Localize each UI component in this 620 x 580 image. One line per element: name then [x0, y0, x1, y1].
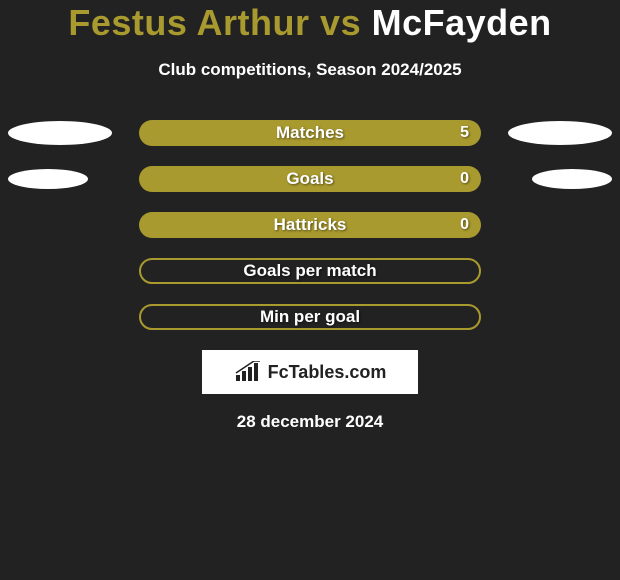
- stat-value: 0: [460, 170, 469, 188]
- stat-value: 0: [460, 216, 469, 234]
- stat-row: Hattricks0: [0, 212, 620, 238]
- logo-text: FcTables.com: [268, 362, 387, 383]
- stat-row: Goals0: [0, 166, 620, 192]
- stat-row: Min per goal: [0, 304, 620, 330]
- ellipse-right: [508, 121, 612, 145]
- subtitle: Club competitions, Season 2024/2025: [0, 60, 620, 80]
- stat-bar: Matches5: [139, 120, 481, 146]
- stat-label: Min per goal: [141, 307, 479, 327]
- stat-label: Hattricks: [139, 215, 481, 235]
- stat-bar: Min per goal: [139, 304, 481, 330]
- stat-label: Goals: [139, 169, 481, 189]
- stats-rows: Matches5Goals0Hattricks0Goals per matchM…: [0, 120, 620, 330]
- stat-value: 5: [460, 124, 469, 142]
- stat-bar: Hattricks0: [139, 212, 481, 238]
- ellipse-left: [8, 169, 88, 189]
- logo-box: FcTables.com: [202, 350, 418, 394]
- date: 28 december 2024: [0, 412, 620, 432]
- ellipse-right: [532, 169, 612, 189]
- title-player1: Festus Arthur: [68, 2, 309, 43]
- chart-container: Festus Arthur vs McFayden Club competiti…: [0, 0, 620, 432]
- logo-chart-icon: [234, 361, 262, 383]
- title-player2: McFayden: [372, 2, 552, 43]
- stat-bar: Goals per match: [139, 258, 481, 284]
- title-vs: vs: [320, 2, 361, 43]
- stat-bar: Goals0: [139, 166, 481, 192]
- page-title: Festus Arthur vs McFayden: [0, 2, 620, 44]
- stat-row: Matches5: [0, 120, 620, 146]
- stat-label: Goals per match: [141, 261, 479, 281]
- stat-label: Matches: [139, 123, 481, 143]
- ellipse-left: [8, 121, 112, 145]
- stat-row: Goals per match: [0, 258, 620, 284]
